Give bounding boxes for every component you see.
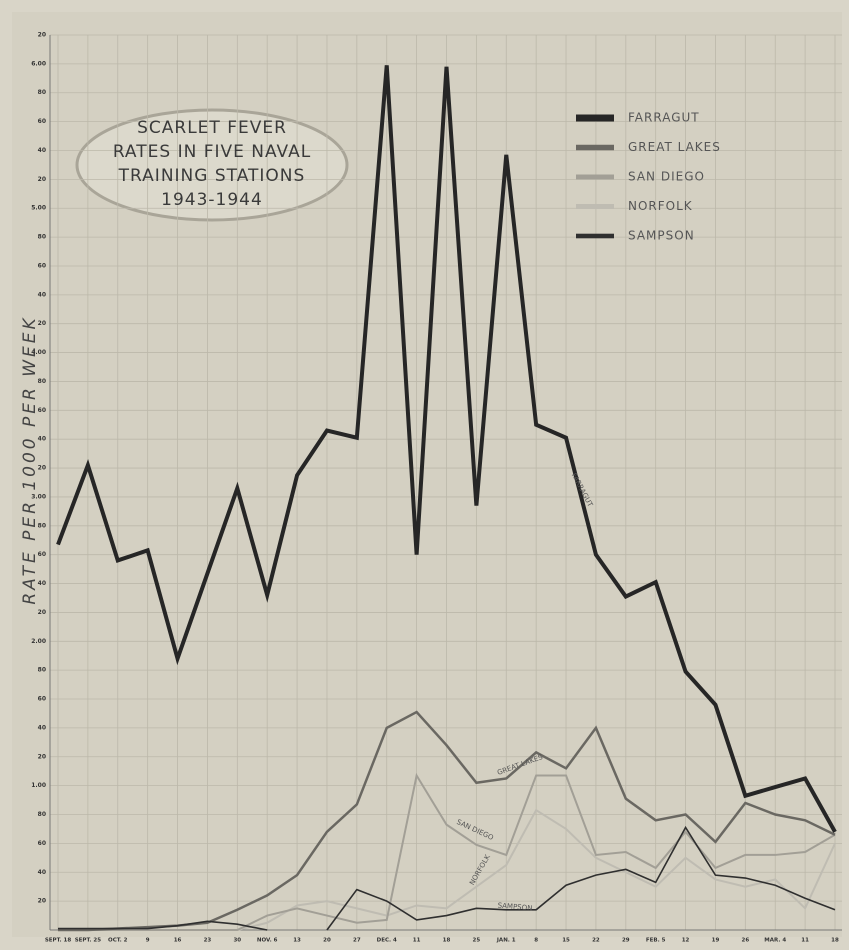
y-tick-label: 60: [38, 696, 46, 703]
y-tick-label: 80: [38, 811, 46, 818]
y-tick-label: 60: [38, 262, 46, 269]
x-tick-label: 23: [204, 938, 212, 944]
x-tick-label: 11: [801, 938, 809, 944]
x-tick-label: MAR. 4: [764, 938, 786, 944]
legend-label: NORFOLK: [628, 199, 693, 213]
y-tick-label: 20: [38, 465, 46, 472]
x-tick-label: 18: [443, 938, 451, 944]
x-tick-label: OCT. 2: [108, 938, 128, 944]
x-tick-label: DEC. 4: [377, 938, 397, 944]
y-tick-label: 40: [38, 291, 46, 298]
x-tick-label: 18: [831, 938, 839, 944]
y-tick-label: 60: [38, 118, 46, 125]
x-tick-label: JAN. 1: [496, 938, 516, 944]
y-tick-label: 20: [38, 609, 46, 616]
y-tick-label: 60: [38, 407, 46, 414]
x-tick-label: 12: [682, 938, 690, 944]
x-tick-label: SEPT. 25: [75, 938, 101, 944]
x-tick-label: 8: [534, 938, 538, 944]
chart-title: SCARLET FEVER: [137, 118, 287, 138]
y-tick-label: 80: [38, 378, 46, 385]
y-tick-label: 60: [38, 840, 46, 847]
y-tick-label: 20: [38, 753, 46, 760]
x-tick-label: 9: [146, 938, 150, 944]
legend-label: FARRAGUT: [628, 111, 700, 125]
x-tick-label: 27: [353, 938, 361, 944]
y-tick-label: 40: [38, 147, 46, 154]
y-tick-label: 20: [38, 32, 46, 39]
x-tick-label: 15: [562, 938, 570, 944]
y-tick-label: 40: [38, 580, 46, 587]
chart-title: RATES IN FIVE NAVAL: [113, 142, 311, 162]
x-tick-label: 30: [233, 938, 241, 944]
x-tick-label: 11: [413, 938, 421, 944]
series-line: [56, 65, 837, 833]
x-tick-label: SEPT. 18: [45, 938, 71, 944]
x-tick-label: 26: [742, 938, 750, 944]
y-axis-label: RATE PER 1000 PER WEEK: [20, 315, 40, 604]
y-tick-label: 3.00: [31, 493, 46, 500]
y-tick-label: 80: [38, 667, 46, 674]
legend-swatch: [576, 144, 614, 151]
y-tick-label: 20: [38, 176, 46, 183]
y-tick-label: 2.00: [31, 638, 46, 645]
legend-swatch: [576, 233, 614, 239]
y-tick-label: 80: [38, 522, 46, 529]
y-tick-label: 40: [38, 436, 46, 443]
legend-swatch: [576, 174, 614, 180]
y-tick-label: 5.00: [31, 205, 46, 212]
legend-swatch: [576, 114, 614, 122]
y-tick-label: 20: [38, 320, 46, 327]
series-line: [326, 825, 836, 931]
y-tick-label: 60: [38, 551, 46, 558]
y-tick-label: 80: [38, 89, 46, 96]
y-tick-label: 1.00: [31, 782, 46, 789]
legend-swatch: [576, 204, 614, 209]
legend-label: SAN DIEGO: [628, 170, 705, 184]
title-box: [75, 108, 349, 222]
y-tick-label: 4.00: [31, 349, 46, 356]
series-line: [58, 920, 268, 931]
x-tick-label: 13: [293, 938, 301, 944]
x-tick-label: FEB. 5: [646, 938, 666, 944]
x-tick-label: 19: [712, 938, 720, 944]
x-tick-label: NOV. 6: [257, 938, 278, 944]
legend-label: GREAT LAKES: [628, 140, 721, 154]
x-tick-label: 25: [473, 938, 481, 944]
y-tick-label: 40: [38, 724, 46, 731]
y-tick-label: 80: [38, 234, 46, 241]
x-tick-label: 20: [323, 938, 331, 944]
chart-title: 1943-1944: [161, 190, 263, 210]
x-tick-label: 22: [592, 938, 600, 944]
legend-label: SAMPSON: [628, 229, 695, 243]
y-tick-label: 40: [38, 869, 46, 876]
series-line: [58, 772, 836, 931]
x-tick-label: 29: [622, 938, 630, 944]
chart-title: TRAINING STATIONS: [118, 166, 306, 186]
y-tick-label: 20: [38, 898, 46, 905]
line-annotation: SAMPSON: [497, 901, 532, 912]
y-tick-label: 6.00: [31, 60, 46, 67]
x-tick-label: 16: [174, 938, 182, 944]
